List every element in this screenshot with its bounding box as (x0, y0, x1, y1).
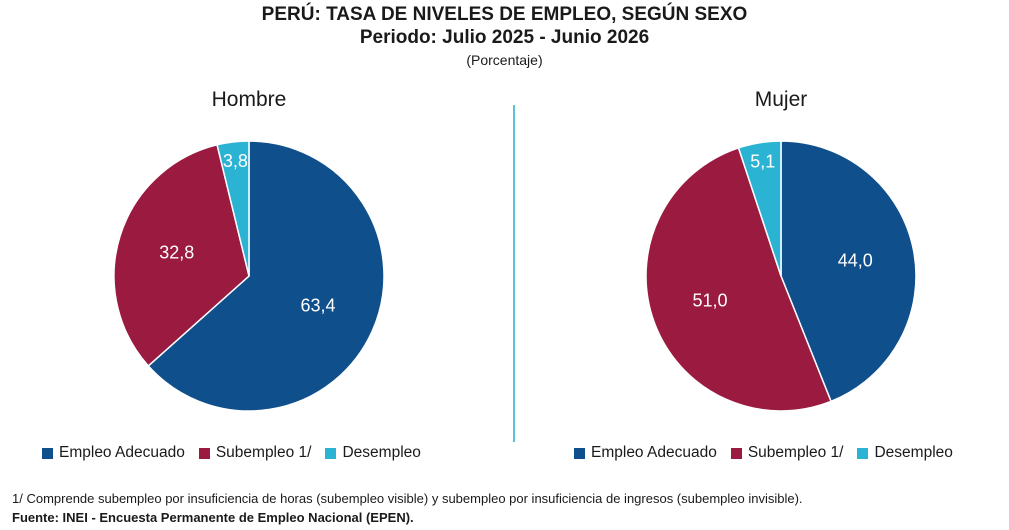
legend-swatch-unemployment (857, 447, 869, 459)
legend-swatch-adequate (42, 447, 53, 459)
legend-label: Empleo Adecuado (59, 444, 185, 461)
legend-hombre: Empleo Adecuado Subempleo 1/ Desempleo (42, 444, 421, 462)
legend-item-underemployment: Subempleo 1/ (730, 444, 844, 462)
panel-title-mujer: Mujer (754, 88, 808, 111)
legend-swatch-adequate (574, 447, 585, 459)
legend-item-unemployment: Desempleo (857, 444, 953, 462)
slice-underemployment (645, 146, 833, 412)
legend-label: Desempleo (874, 444, 953, 461)
footnote: 1/ Comprende subempleo por insuficiencia… (12, 491, 803, 506)
legend-swatch-underemployment (730, 447, 742, 459)
chart-title: PERÚ: TASA DE NIVELES DE EMPLEO, SEGÚN S… (261, 4, 748, 25)
legend-mujer: Empleo Adecuado Subempleo 1/ Desempleo (574, 444, 953, 462)
chart-period: Periodo: Julio 2025 - Junio 2026 (359, 27, 650, 48)
pie-chart-hombre: 63,4 32,8 3,8 (113, 140, 385, 412)
slice-value-label: 44,0 (838, 250, 873, 270)
legend-label: Subempleo 1/ (747, 444, 844, 461)
legend-label: Empleo Adecuado (591, 444, 717, 461)
slice-underemployment (113, 143, 250, 367)
slice-value-label: 51,0 (692, 291, 727, 311)
legend-label: Subempleo 1/ (215, 444, 312, 461)
pie-chart-mujer: 44,0 51,0 5,1 (645, 140, 917, 412)
panel-divider (513, 105, 515, 442)
legend-swatch-unemployment (325, 447, 337, 459)
slice-unemployment (216, 140, 250, 277)
chart-unit: (Porcentaje) (466, 52, 543, 68)
legend-item-adequate: Empleo Adecuado (42, 444, 185, 462)
slice-unemployment (737, 140, 782, 277)
slice-adequate (780, 140, 917, 403)
panel-title-hombre: Hombre (211, 88, 287, 111)
legend-label: Desempleo (342, 444, 421, 461)
slice-value-label: 32,8 (159, 242, 194, 262)
slice-value-label: 3,8 (223, 151, 248, 171)
legend-item-unemployment: Desempleo (325, 444, 421, 462)
slice-value-label: 5,1 (750, 151, 775, 171)
legend-item-adequate: Empleo Adecuado (574, 444, 717, 462)
source-note: Fuente: INEI - Encuesta Permanente de Em… (12, 510, 414, 525)
legend-swatch-underemployment (198, 447, 210, 459)
slice-adequate (147, 140, 385, 412)
slice-value-label: 63,4 (300, 296, 335, 316)
legend-item-underemployment: Subempleo 1/ (198, 444, 312, 462)
